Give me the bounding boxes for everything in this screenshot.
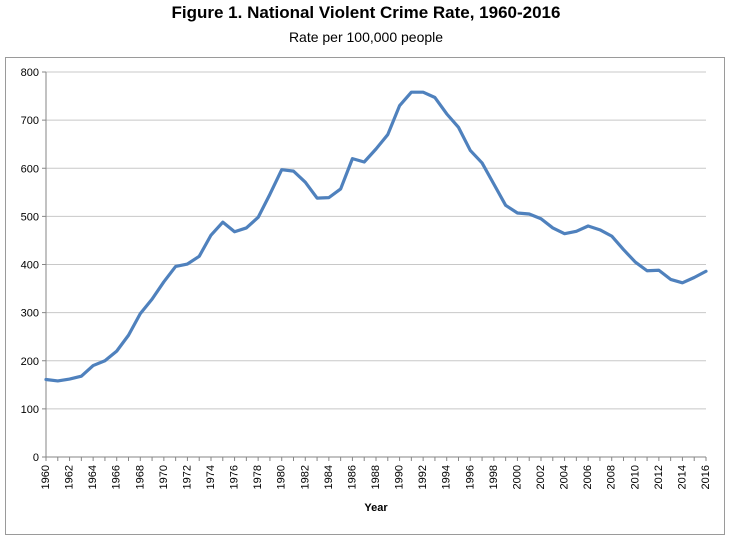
x-tick-label: 2006	[582, 465, 594, 489]
gridlines	[46, 71, 706, 410]
x-tick-label: 2014	[676, 465, 688, 489]
y-tick-label: 500	[21, 211, 39, 223]
x-tick-label: 2004	[559, 465, 571, 489]
y-tick-label: 700	[21, 115, 39, 127]
x-tick-label: 2016	[700, 465, 712, 489]
y-tick-label: 300	[21, 308, 39, 320]
x-tick-label: 1988	[370, 465, 382, 489]
x-tick-label: 1978	[252, 465, 264, 489]
y-tick-label: 200	[21, 356, 39, 368]
x-axis-ticks: 1960 1962 1964 1966 1968 1970 1972 1974 1976 1978…	[40, 457, 712, 489]
chart-frame	[5, 57, 725, 535]
chart-title: Figure 1. National Violent Crime Rate, 1…	[171, 3, 561, 22]
x-tick-label: 1974	[205, 465, 217, 489]
x-tick-label: 1986	[346, 465, 358, 489]
y-axis-ticks: 0 100 200 300 400 500 600 700 800	[21, 67, 46, 464]
x-tick-label: 1970	[158, 465, 170, 489]
series-layer	[44, 90, 708, 383]
x-tick-label: 2000	[511, 465, 523, 489]
x-tick-label: 2008	[606, 465, 618, 489]
x-tick-label: 1972	[181, 465, 193, 489]
x-tick-label: 1976	[229, 465, 241, 489]
series-line-0	[44, 90, 708, 383]
x-tick-label: 1966	[111, 465, 123, 489]
y-tick-label: 100	[21, 404, 39, 416]
x-tick-label: 1982	[299, 465, 311, 489]
x-tick-label: 1980	[276, 465, 288, 489]
x-tick-label: 1992	[417, 465, 429, 489]
y-tick-label: 0	[33, 452, 39, 464]
x-axis-title: Year	[364, 502, 388, 514]
x-tick-label: 1994	[441, 465, 453, 489]
x-tick-label: 1984	[323, 465, 335, 489]
chart-subtitle: Rate per 100,000 people	[288, 29, 444, 45]
x-tick-label: 1960	[40, 465, 52, 489]
x-tick-label: 1990	[394, 465, 406, 489]
x-tick-label: 2002	[535, 465, 547, 489]
y-tick-label: 800	[21, 67, 39, 79]
y-tick-label: 400	[21, 260, 39, 272]
x-tick-label: 1996	[464, 465, 476, 489]
x-tick-label: 1998	[488, 465, 500, 489]
x-tick-label: 1968	[134, 465, 146, 489]
x-tick-label: 2012	[653, 465, 665, 489]
x-tick-label: 1962	[64, 465, 76, 489]
x-tick-label: 1964	[87, 465, 99, 489]
x-tick-label: 2010	[629, 465, 641, 489]
y-tick-label: 600	[21, 163, 39, 175]
